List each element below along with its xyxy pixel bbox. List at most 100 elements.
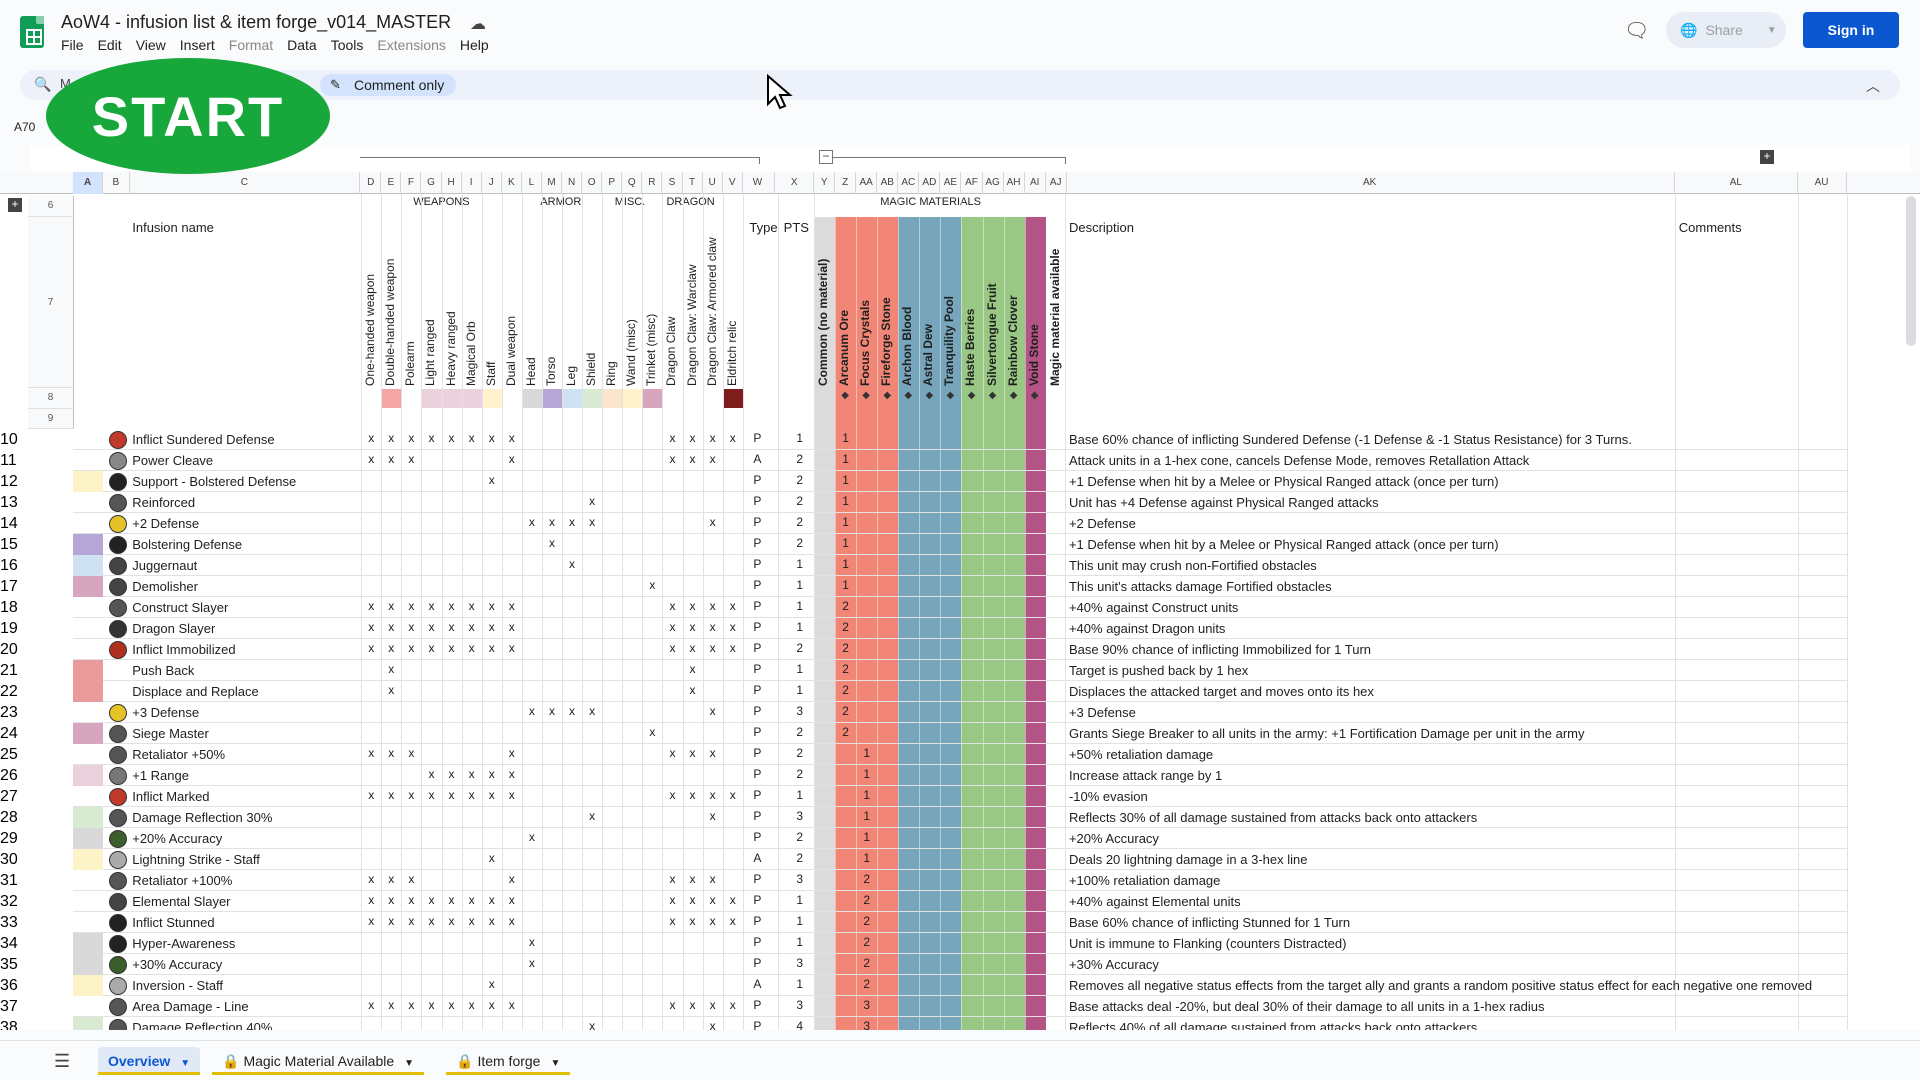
cloud-status-icon[interactable]: ☁ bbox=[470, 16, 486, 33]
row-number[interactable]: 24 bbox=[0, 724, 18, 742]
search-menus-icon[interactable]: 🔍 bbox=[34, 76, 52, 92]
spreadsheet-grid[interactable]: A B C D E F G H I J K L M N O P Q R S T U V W X Y Z AA AB AC AD AE AF AG… bbox=[0, 172, 1920, 1030]
row-number[interactable]: 12 bbox=[0, 472, 18, 490]
row-number[interactable]: 10 bbox=[0, 430, 18, 448]
table-row[interactable]: 35 +30% Accuracy x P 3 2 +30% Accuracy bbox=[0, 953, 1920, 975]
row-number[interactable]: 13 bbox=[0, 493, 18, 511]
row-number[interactable]: 30 bbox=[0, 850, 18, 868]
column-header-l[interactable]: L bbox=[522, 172, 542, 194]
row-number[interactable]: 25 bbox=[0, 745, 18, 763]
table-row[interactable]: 21 Push Back x x P 1 2 Target is pushed back by… bbox=[0, 659, 1920, 681]
column-header-al[interactable]: AL bbox=[1675, 172, 1798, 194]
sign-in-button[interactable]: Sign in bbox=[1803, 12, 1899, 48]
column-header-ae[interactable]: AE bbox=[940, 172, 962, 194]
row-number[interactable]: 27 bbox=[0, 787, 18, 805]
table-row[interactable]: 13 Reinforced x P 2 1 Unit has +4 Defense agai… bbox=[0, 492, 1920, 513]
table-row[interactable]: 22 Displace and Replace x x P 1 2 Displaces the… bbox=[0, 680, 1920, 702]
chevron-down-icon[interactable]: ▼ bbox=[180, 1058, 191, 1069]
column-header-g[interactable]: G bbox=[421, 172, 442, 194]
table-row[interactable]: 11 Power Cleave x x x x x x x A 2 1 Attack units in … bbox=[0, 450, 1920, 471]
menu-item-data[interactable]: Data bbox=[287, 37, 317, 53]
comments-icon[interactable]: 🗨 bbox=[1624, 20, 1650, 42]
search-menus-text[interactable]: M bbox=[60, 76, 71, 91]
row-number[interactable]: 36 bbox=[0, 976, 18, 994]
menu-item-edit[interactable]: Edit bbox=[97, 37, 122, 53]
row-number[interactable]: 15 bbox=[0, 535, 18, 553]
column-header-p[interactable]: P bbox=[602, 172, 623, 194]
column-header-d[interactable]: D bbox=[361, 172, 382, 194]
menu-item-format[interactable]: Format bbox=[228, 37, 274, 53]
table-row[interactable]: 17 Demolisher x P 1 1 This unit's attacks dama… bbox=[0, 575, 1920, 597]
row-number[interactable]: 7 bbox=[28, 216, 74, 389]
row-number[interactable]: 17 bbox=[0, 577, 18, 595]
column-header-z[interactable]: Z bbox=[835, 172, 857, 194]
column-header-ag[interactable]: AG bbox=[983, 172, 1004, 194]
expand-group-icon[interactable]: + bbox=[1760, 150, 1774, 164]
row-number[interactable]: 23 bbox=[0, 703, 18, 721]
column-header-ad[interactable]: AD bbox=[919, 172, 941, 194]
table-row[interactable]: 24 Siege Master x P 2 2 Grants Siege Breaker t… bbox=[0, 722, 1920, 744]
row-number[interactable]: 31 bbox=[0, 871, 18, 889]
table-row[interactable]: 10 Inflict Sundered Defense x x x x x x x x x x x x P 1… bbox=[0, 429, 1920, 450]
column-header-i[interactable]: I bbox=[462, 172, 482, 194]
row-number[interactable]: 22 bbox=[0, 682, 18, 700]
column-header-f[interactable]: F bbox=[401, 172, 422, 194]
column-header-m[interactable]: M bbox=[542, 172, 563, 194]
column-header-t[interactable]: T bbox=[683, 172, 703, 194]
table-row[interactable]: 28 Damage Reflection 30% x x P 3 1 Reflects 30%… bbox=[0, 806, 1920, 828]
row-number[interactable]: 18 bbox=[0, 598, 18, 616]
table-row[interactable]: 26 +1 Range x x x x x P 2 1 Increase attack range… bbox=[0, 764, 1920, 786]
menu-item-extensions[interactable]: Extensions bbox=[377, 37, 446, 53]
table-row[interactable]: 23 +3 Defense x x x x x P 3 2 +3 Defense bbox=[0, 702, 1920, 723]
table-row[interactable]: 14 +2 Defense x x x x x P 2 1 +2 Defense bbox=[0, 513, 1920, 534]
column-header-a[interactable]: A bbox=[73, 172, 103, 194]
row-number[interactable]: 32 bbox=[0, 892, 18, 910]
column-header-n[interactable]: N bbox=[562, 172, 583, 194]
row-number[interactable]: 34 bbox=[0, 934, 18, 952]
table-row[interactable]: 18 Construct Slayer x x x x x x x x x x x x P 1 2 +40% ag… bbox=[0, 597, 1920, 618]
chevron-down-icon[interactable]: ▼ bbox=[404, 1058, 415, 1069]
column-header-w[interactable]: W bbox=[741, 172, 776, 194]
table-row[interactable]: 32 Elemental Slayer x x x x x x x x x x x x P 1 2 +40% ag… bbox=[0, 891, 1920, 912]
column-header-ab[interactable]: AB bbox=[877, 172, 899, 194]
row-number[interactable]: 28 bbox=[0, 808, 18, 826]
table-row[interactable]: 33 Inflict Stunned x x x x x x x x x x x x P 1 2 Base 60%… bbox=[0, 912, 1920, 933]
chevron-down-icon[interactable]: ▼ bbox=[550, 1058, 561, 1069]
menu-item-file[interactable]: File bbox=[61, 37, 84, 53]
row-number[interactable]: 35 bbox=[0, 955, 18, 973]
collapse-group-icon[interactable]: − bbox=[819, 150, 833, 164]
menu-item-tools[interactable]: Tools bbox=[330, 37, 364, 53]
table-row[interactable]: 19 Dragon Slayer x x x x x x x x x x x x P 1 2 +40% again… bbox=[0, 618, 1920, 639]
sheet-tab-overview[interactable]: Overview ▼ bbox=[98, 1047, 201, 1075]
row-number[interactable]: 16 bbox=[0, 556, 18, 574]
table-row[interactable]: 38 Damage Reflection 40% x x P 4 3 Reflects 40%… bbox=[0, 1016, 1920, 1030]
column-header-s[interactable]: S bbox=[662, 172, 683, 194]
column-header-u[interactable]: U bbox=[703, 172, 723, 194]
chevron-up-icon[interactable]: ︿ bbox=[1866, 78, 1880, 94]
sheets-logo-icon[interactable] bbox=[20, 16, 44, 48]
row-number[interactable]: 21 bbox=[0, 661, 18, 679]
document-title[interactable]: AoW4 - infusion list & item forge_v014_M… bbox=[61, 12, 452, 32]
row-number[interactable]: 38 bbox=[0, 1018, 18, 1030]
expand-rows-icon[interactable]: + bbox=[8, 198, 22, 212]
column-header-k[interactable]: K bbox=[502, 172, 522, 194]
table-row[interactable]: 30 Lightning Strike - Staff x A 2 1 Deals 20 l… bbox=[0, 848, 1920, 870]
row-number[interactable]: 20 bbox=[0, 640, 18, 658]
table-row[interactable]: 16 Juggernaut x P 1 1 This unit may crush non-… bbox=[0, 554, 1920, 576]
share-button[interactable]: 🌐 Share ▼ bbox=[1666, 12, 1786, 48]
table-row[interactable]: 25 Retaliator +50% x x x x x x x P 2 1 +50% retaliat… bbox=[0, 744, 1920, 765]
vertical-scrollbar[interactable] bbox=[1906, 196, 1916, 346]
row-number[interactable]: 26 bbox=[0, 766, 18, 784]
column-header-ac[interactable]: AC bbox=[898, 172, 920, 194]
column-header-au[interactable]: AU bbox=[1798, 172, 1847, 194]
column-header-c[interactable]: C bbox=[130, 172, 360, 194]
column-header-q[interactable]: Q bbox=[622, 172, 643, 194]
row-number[interactable]: 29 bbox=[0, 829, 18, 847]
table-row[interactable]: 15 Bolstering Defense x P 2 1 +1 Defense when … bbox=[0, 533, 1920, 555]
table-row[interactable]: 37 Area Damage - Line x x x x x x x x x x x x P 3 3 Base … bbox=[0, 996, 1920, 1017]
column-header-ak[interactable]: AK bbox=[1065, 172, 1676, 194]
column-header-v[interactable]: V bbox=[723, 172, 743, 194]
column-header-aa[interactable]: AA bbox=[856, 172, 878, 194]
column-header-e[interactable]: E bbox=[381, 172, 402, 194]
column-header-aj[interactable]: AJ bbox=[1046, 172, 1067, 194]
